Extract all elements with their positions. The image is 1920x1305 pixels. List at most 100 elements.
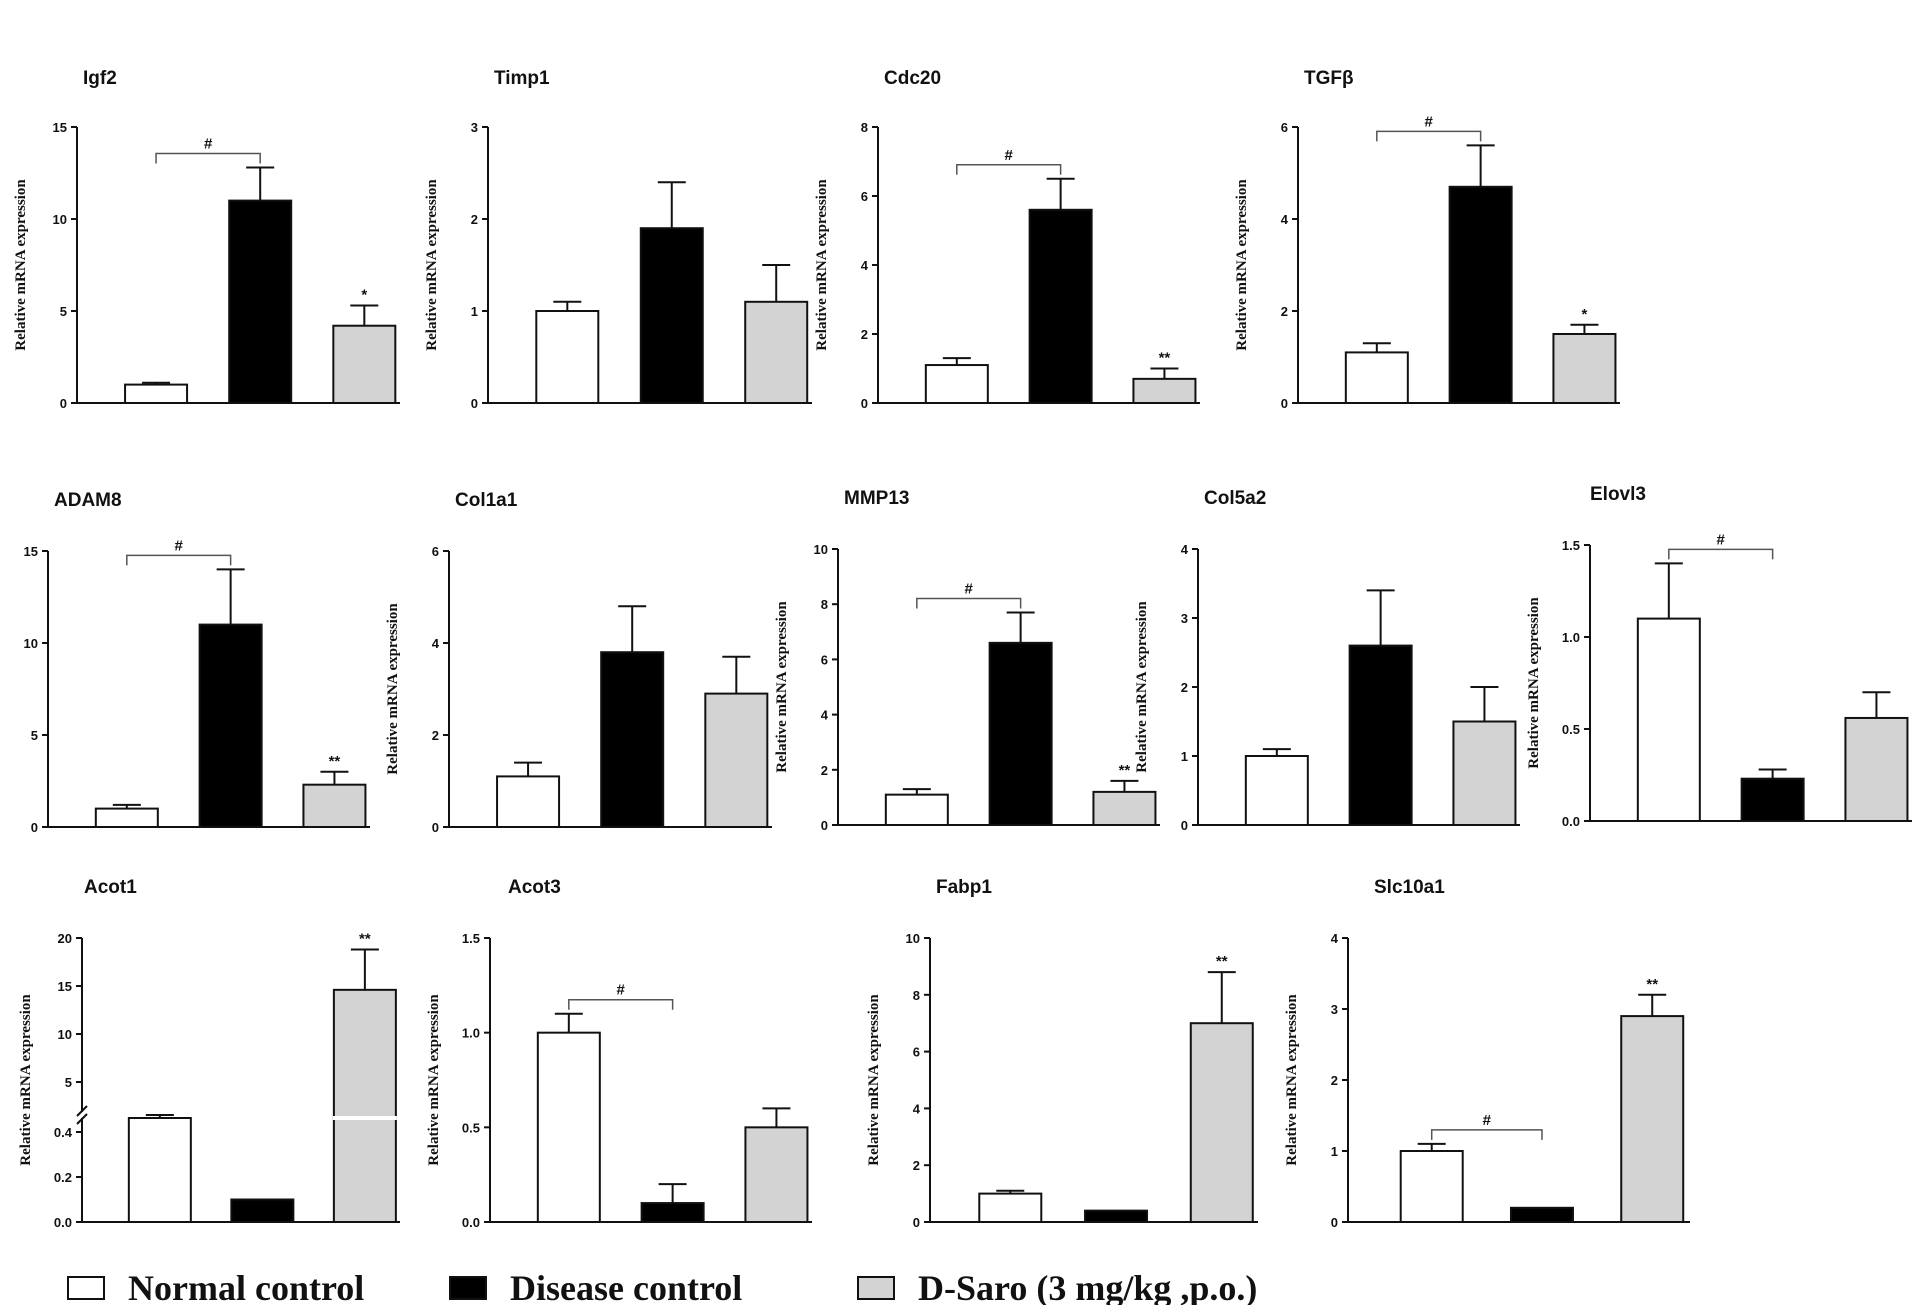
bar (1448, 185, 1513, 404)
bracket-label: # (1717, 531, 1726, 548)
y-tick-label: 3 (1331, 1002, 1338, 1017)
bar (924, 364, 989, 404)
significance-mark: ** (329, 753, 341, 770)
bar (1092, 790, 1157, 827)
significance-mark: ** (1119, 762, 1131, 779)
bracket-label: # (204, 135, 213, 152)
y-tick-label: 1 (1181, 749, 1188, 764)
bar (1552, 333, 1617, 404)
significance-bracket (916, 597, 1022, 609)
y-tick-label: 6 (861, 189, 868, 204)
y-tick-label: 6 (913, 1045, 920, 1060)
significance-mark: * (1582, 306, 1588, 323)
bar (744, 1126, 809, 1224)
chart-title: Elovl3 (1590, 484, 1646, 505)
y-axis-label: Relative mRNA expression (1134, 601, 1150, 773)
significance-mark: ** (1646, 976, 1658, 993)
bar (1452, 720, 1517, 826)
bar (1028, 208, 1093, 404)
chart-title: Cdc20 (884, 68, 941, 89)
y-tick-label: 10 (58, 1027, 72, 1042)
y-tick-label: 0.0 (462, 1215, 480, 1230)
bar (600, 651, 665, 829)
significance-bracket (1430, 1129, 1543, 1140)
y-tick-label: 8 (821, 597, 828, 612)
significance-mark: ** (1159, 350, 1171, 367)
y-tick-label: 3 (471, 120, 478, 135)
y-tick-label: 0.0 (1562, 814, 1580, 829)
bar (744, 300, 809, 404)
y-tick-label: 2 (1281, 304, 1288, 319)
y-tick-label: 8 (913, 988, 920, 1003)
significance-bracket (568, 998, 674, 1010)
y-tick-label: 1.5 (1562, 538, 1580, 553)
legend-swatch (67, 1276, 105, 1300)
chart-acot1: 0.0 0.2 0.4 5 10 15 20 Acot1 Relative mRNA expre… (18, 877, 400, 1230)
chart-title: Igf2 (83, 68, 117, 89)
bar (884, 793, 949, 827)
y-axis-label: Relative mRNA expression (426, 994, 442, 1166)
y-tick-label: 20 (58, 931, 72, 946)
chart-title: Acot3 (508, 877, 561, 898)
y-tick-label: 5 (65, 1075, 72, 1090)
y-tick-label: 4 (861, 258, 869, 273)
legend-label: Normal control (128, 1268, 364, 1305)
bar (1348, 644, 1413, 826)
y-tick-label: 6 (821, 652, 828, 667)
y-tick-label: 0 (1281, 396, 1288, 411)
legend-label: Disease control (510, 1268, 742, 1305)
significance-mark: * (361, 286, 367, 303)
bracket-label: # (175, 537, 184, 554)
y-tick-label: 0.5 (1562, 722, 1580, 737)
y-axis-label: Relative mRNA expression (1284, 994, 1300, 1166)
chart-title: Timp1 (494, 68, 550, 89)
y-tick-label: 0.5 (462, 1120, 480, 1135)
chart-col5a2: 0 1 2 3 4 Col5a2 Relative mRNA expression (1134, 488, 1520, 833)
y-tick-label: 0 (60, 396, 67, 411)
chart-col1a1: 0 2 4 6 Col1a1 Relative mRNA expression (385, 490, 772, 835)
y-tick-label: 4 (913, 1101, 921, 1116)
bar (332, 988, 397, 1224)
bar (1740, 777, 1805, 822)
chart-tgfβ: 0 2 4 6 TGFβ Relative mRNA expression * # (1234, 68, 1620, 411)
y-tick-label: 15 (53, 120, 67, 135)
y-tick-label: 6 (432, 544, 439, 559)
y-tick-label: 0 (1181, 818, 1188, 833)
y-tick-label: 0 (1331, 1215, 1338, 1230)
y-tick-label: 15 (58, 979, 72, 994)
y-tick-label: 0.4 (54, 1125, 73, 1140)
bar (978, 1192, 1043, 1223)
significance-mark: ** (359, 931, 371, 948)
y-axis-label: Relative mRNA expression (13, 179, 29, 351)
y-tick-label: 4 (1281, 212, 1289, 227)
significance-mark: ** (1216, 953, 1228, 970)
legend-swatch (449, 1276, 487, 1300)
bar (302, 783, 367, 828)
y-tick-label: 6 (1281, 120, 1288, 135)
y-tick-label: 10 (906, 931, 920, 946)
significance-bracket (155, 152, 261, 164)
chart-acot3: 0.0 0.5 1.0 1.5 Acot3 Relative mRNA expressio… (426, 877, 812, 1230)
y-tick-label: 2 (861, 327, 868, 342)
bracket-label: # (965, 580, 974, 597)
bar (1084, 1209, 1149, 1224)
y-tick-label: 1.0 (1562, 630, 1580, 645)
y-tick-label: 5 (60, 304, 67, 319)
bracket-label: # (1005, 147, 1014, 164)
bar (988, 641, 1053, 827)
y-tick-label: 2 (1181, 680, 1188, 695)
y-tick-label: 1.5 (462, 931, 480, 946)
y-tick-label: 0 (471, 396, 478, 411)
y-tick-label: 1 (1331, 1144, 1338, 1159)
y-tick-label: 10 (53, 212, 67, 227)
y-tick-label: 15 (24, 544, 38, 559)
legend: Normal control Disease control D-Saro (3 m… (67, 1268, 1257, 1305)
bar (640, 1202, 705, 1223)
axis-break-mark (76, 1113, 88, 1125)
bar (704, 692, 769, 828)
significance-bracket (1376, 130, 1482, 142)
bar (1344, 351, 1409, 404)
bar (94, 807, 159, 828)
